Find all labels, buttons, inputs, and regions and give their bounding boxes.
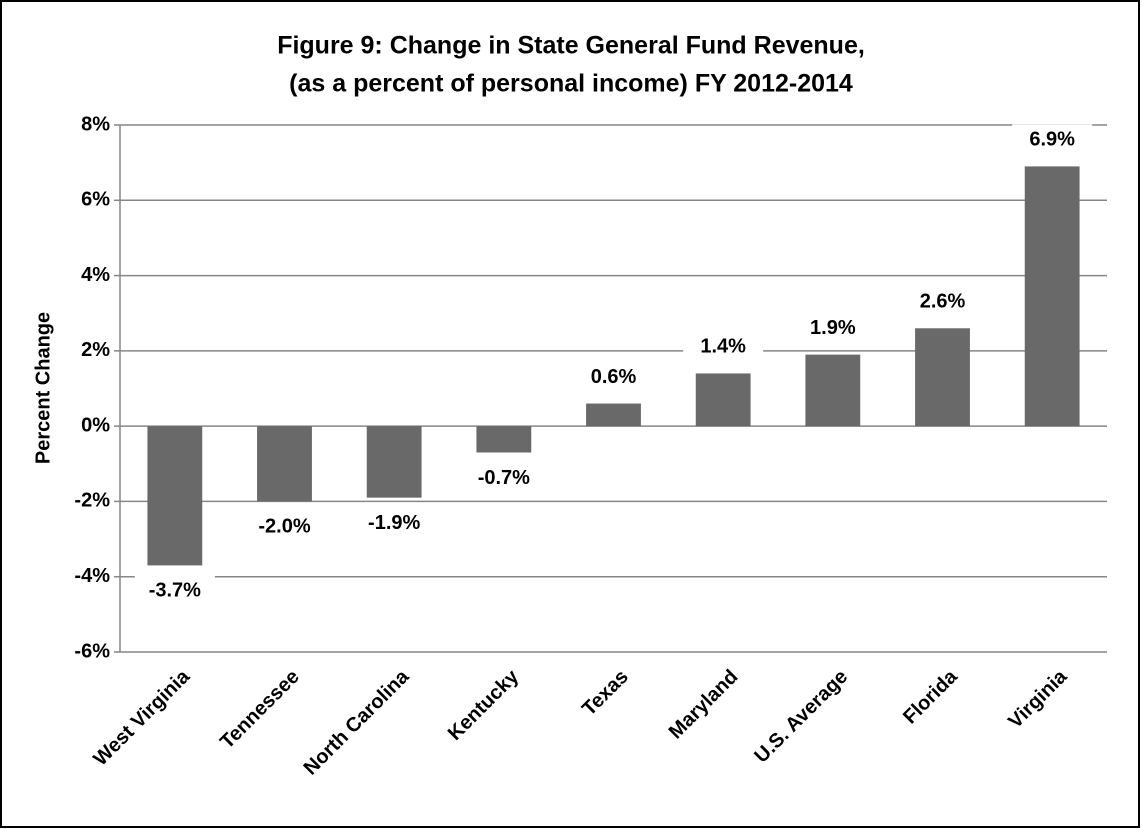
y-tick-label: -4%	[74, 565, 110, 587]
data-label: 1.9%	[810, 317, 856, 339]
chart-title: Figure 9: Change in State General Fund R…	[277, 32, 865, 60]
data-label: 0.6%	[591, 366, 637, 388]
data-label-bg	[1012, 124, 1093, 157]
data-label-bg	[463, 462, 544, 495]
y-tick-label: -2%	[74, 490, 110, 512]
data-label: 1.4%	[700, 336, 746, 358]
chart-title: (as a percent of personal income) FY 201…	[289, 70, 853, 98]
y-axis-label: Percent Change	[32, 312, 54, 464]
data-label-bg	[244, 511, 325, 544]
y-tick-label: 6%	[81, 189, 110, 211]
bar	[695, 373, 751, 427]
data-label: -2.0%	[258, 516, 310, 538]
y-tick-label: 2%	[81, 339, 110, 361]
data-label-bg	[134, 575, 215, 608]
bar	[915, 328, 970, 427]
bar	[476, 426, 532, 453]
bar	[366, 426, 422, 498]
data-label-bg	[354, 507, 435, 540]
data-label: -1.9%	[368, 512, 420, 534]
data-label: 2.6%	[920, 291, 966, 313]
data-label-bg	[792, 312, 873, 345]
bar	[586, 403, 641, 427]
data-label-bg	[683, 331, 764, 364]
y-tick-label: 0%	[81, 414, 110, 436]
y-tick-label: 4%	[81, 264, 110, 286]
data-label-bg	[902, 286, 983, 319]
y-tick-label: 8%	[81, 113, 110, 135]
bar	[805, 354, 861, 427]
data-label: -3.7%	[149, 580, 201, 602]
data-label-bg	[573, 361, 654, 394]
bar	[1024, 166, 1080, 427]
data-label: -0.7%	[478, 467, 530, 489]
bar	[257, 426, 312, 502]
bar	[147, 426, 203, 566]
data-label: 6.9%	[1029, 129, 1075, 151]
y-tick-label: -6%	[74, 640, 110, 662]
